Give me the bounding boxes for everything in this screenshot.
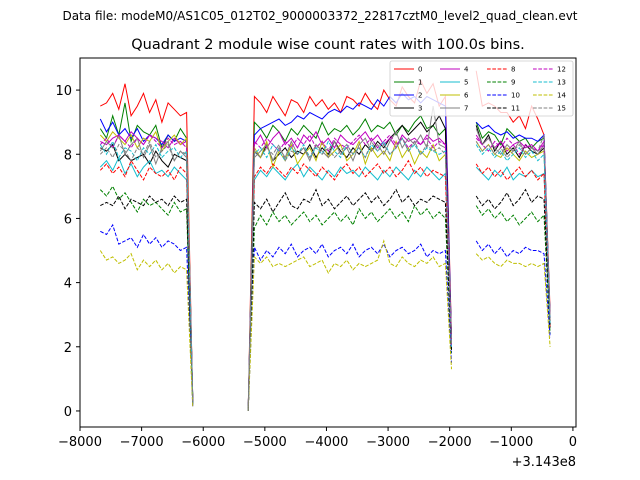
legend-label: 9	[511, 79, 515, 87]
chart-title: Quadrant 2 module wise count rates with …	[131, 37, 525, 53]
legend-label: 8	[511, 66, 515, 74]
series-5-segment	[475, 166, 551, 325]
series-15-segment	[475, 134, 551, 322]
legend-item-1: 1	[394, 79, 422, 87]
series-1-segment	[99, 102, 194, 402]
series-8-line	[99, 159, 551, 412]
legend-label: 3	[418, 105, 422, 113]
series-8-segment	[475, 163, 551, 328]
y-tick-label: 6	[64, 212, 72, 227]
legend-item-15: 15	[533, 105, 566, 113]
legend-item-6: 6	[440, 92, 469, 100]
legend-item-11: 11	[487, 105, 520, 113]
legend-item-12: 12	[533, 66, 566, 74]
legend-item-4: 4	[440, 66, 469, 74]
legend-item-3: 3	[394, 105, 422, 113]
legend-item-8: 8	[487, 66, 515, 74]
x-tick-label: −3000	[366, 435, 410, 450]
x-tick-label: −6000	[181, 435, 225, 450]
x-tick-label: −1000	[489, 435, 533, 450]
x-axis: −8000 −7000 −6000 −5000 −4000 −3000 −2000 −1000…	[58, 427, 577, 450]
series-13-segment	[99, 140, 194, 405]
series-10-line	[100, 223, 551, 412]
series-9-segment	[247, 204, 452, 412]
legend-label: 11	[511, 105, 520, 113]
series-14-segment	[99, 250, 194, 408]
series-8-segment	[247, 159, 452, 412]
series-2-segment	[475, 121, 551, 318]
legend-label: 15	[557, 105, 566, 113]
series-14-line	[99, 239, 551, 412]
series-9-line	[99, 185, 551, 412]
series-15-segment	[247, 137, 452, 412]
series-15-line	[99, 134, 551, 412]
figure-suptitle: Data file: modeM0/AS1C05_012T02_90000033…	[62, 9, 577, 23]
series-0-segment	[100, 83, 194, 405]
legend-label: 6	[464, 92, 469, 100]
x-tick-label: 0	[569, 435, 577, 450]
x-tick-label: −7000	[120, 435, 164, 450]
y-tick-label: 10	[55, 84, 72, 99]
x-tick-label: −4000	[304, 435, 348, 450]
series-1-segment	[247, 114, 452, 412]
y-tick-label: 0	[64, 405, 72, 420]
x-tick-label: −5000	[243, 435, 287, 450]
series-12-segment	[475, 137, 551, 322]
series-15-segment	[99, 140, 194, 405]
series-10-segment	[475, 240, 551, 338]
legend-item-5: 5	[440, 79, 468, 87]
series-9-segment	[475, 205, 551, 334]
legend-label: 1	[418, 79, 422, 87]
series-11-segment	[475, 188, 551, 328]
series-6-segment	[247, 139, 452, 412]
y-axis: 0 2 4 6 8 10	[55, 84, 80, 420]
axes-frame	[79, 57, 577, 428]
legend-item-10: 10	[487, 92, 520, 100]
legend-label: 10	[511, 92, 520, 100]
series-13-segment	[475, 144, 551, 325]
series-5-segment	[247, 163, 452, 412]
series-11-segment	[100, 194, 194, 405]
series-3-segment	[247, 114, 452, 412]
legend-item-14: 14	[533, 92, 566, 100]
series-12-segment	[247, 133, 452, 412]
y-tick-label: 2	[64, 341, 72, 356]
series-6-segment	[99, 130, 194, 405]
series-14-segment	[247, 239, 452, 412]
legend-label: 14	[557, 92, 566, 100]
x-tick-label: −2000	[428, 435, 472, 450]
legend-label: 5	[464, 79, 468, 87]
series-11-line	[100, 188, 551, 412]
legend-item-7: 7	[440, 105, 468, 113]
series-9-segment	[99, 185, 194, 405]
x-offset-text: +3.143e8	[512, 455, 576, 470]
series-12-segment	[99, 134, 194, 405]
legend-label: 13	[557, 79, 566, 87]
legend-label: 12	[557, 66, 566, 74]
legend-label: 4	[464, 66, 469, 74]
series-4-segment	[247, 130, 452, 412]
series-5-segment	[99, 156, 194, 405]
legend-item-0: 0	[394, 66, 422, 74]
y-tick-label: 8	[64, 148, 72, 163]
x-tick-label: −8000	[58, 435, 102, 450]
legend-item-13: 13	[533, 79, 566, 87]
legend-item-9: 9	[487, 79, 515, 87]
legend-item-2: 2	[394, 92, 422, 100]
series-5-line	[99, 156, 551, 412]
series-12-line	[99, 133, 551, 412]
series-8-segment	[99, 159, 194, 405]
series-14-segment	[475, 253, 551, 347]
y-tick-label: 4	[64, 277, 72, 292]
series-10-segment	[247, 243, 452, 412]
legend-label: 7	[464, 105, 468, 113]
series-10-segment	[100, 223, 194, 408]
legend-label: 2	[418, 92, 422, 100]
legend-label: 0	[418, 66, 422, 74]
legend-frame	[389, 60, 574, 117]
series-11-segment	[247, 188, 452, 412]
